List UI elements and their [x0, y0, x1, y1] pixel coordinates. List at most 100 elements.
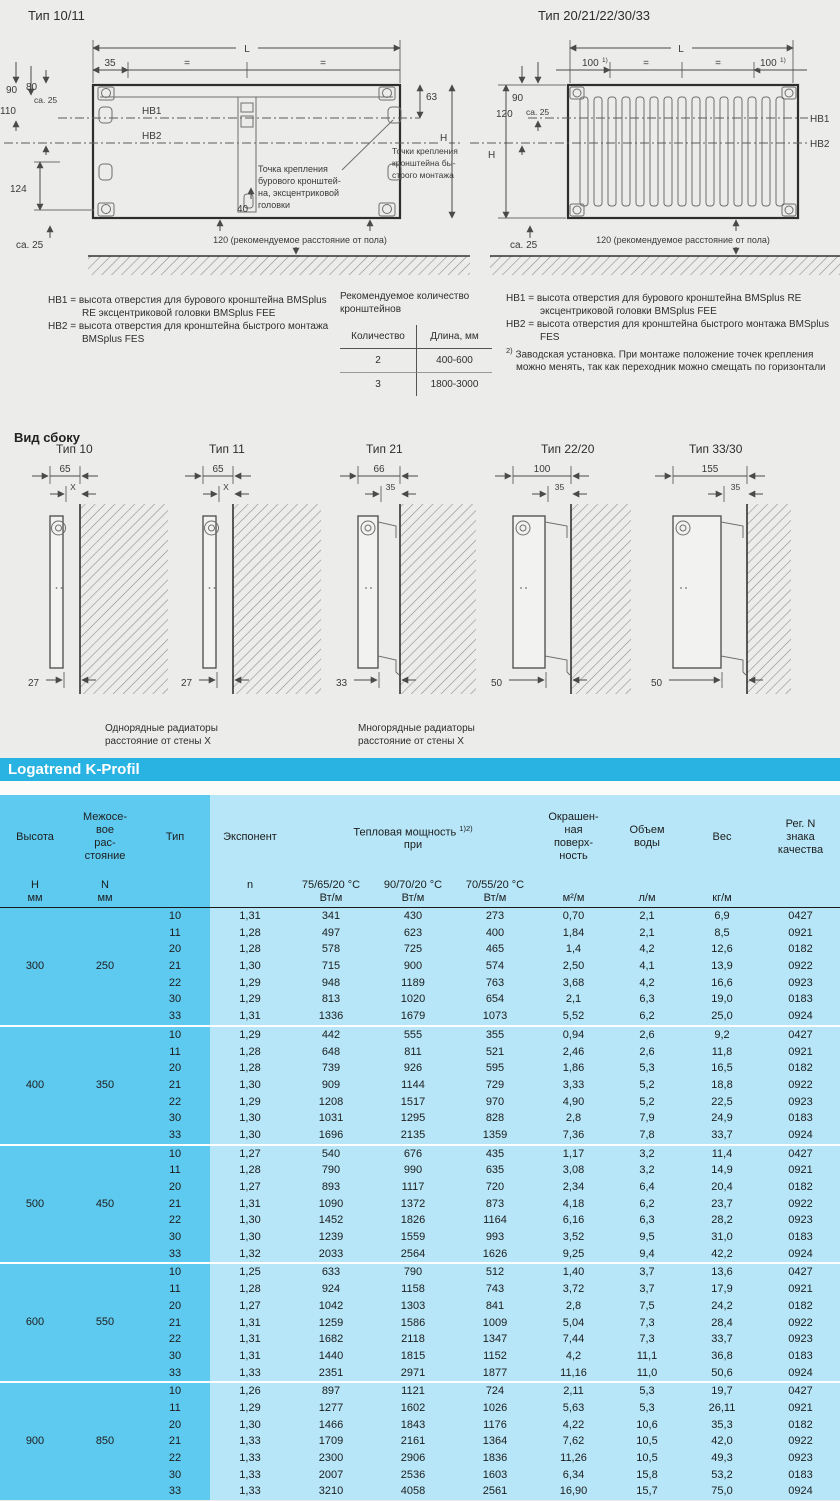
caption-multi-row: Многорядные радиаторы расстояние от стен… [358, 723, 475, 747]
dim-bottom: 50 [651, 678, 663, 689]
dim-inner: 35 [731, 482, 741, 492]
cell-value: 1,30 [239, 1214, 261, 1227]
cell-value: 2564 [400, 1247, 426, 1260]
cell-value: 1836 [482, 1452, 508, 1464]
cell-value: 0183 [788, 993, 813, 1006]
cell-value: 2,6 [639, 1028, 655, 1041]
cell-value: 3,2 [639, 1164, 655, 1177]
cell-height: 400 [25, 1078, 45, 1091]
cell-value: 2561 [482, 1485, 508, 1498]
cell-value: 25,0 [711, 1010, 733, 1023]
dim-inner: X [70, 482, 76, 492]
cell-value: 1586 [400, 1316, 426, 1329]
cell-value: 442 [321, 1028, 341, 1041]
cell-value: 7,5 [639, 1299, 655, 1312]
cell-value: 1,27 [239, 1147, 261, 1160]
table-group-600: 600 550 10 1,25 633 790 512 1,40 3,7 13,6 0427 11 1,… [0, 1262, 840, 1382]
floor-note: 120 (рекомендуемое расстояние от пола) [596, 235, 770, 245]
cell-value: 2135 [400, 1128, 426, 1141]
cell-value: 5,63 [562, 1401, 585, 1414]
cell-value: 13,9 [711, 960, 733, 973]
bracket-col-length: Длина, мм [416, 325, 492, 349]
cell-value: 1,28 [239, 926, 261, 939]
side-view-title: Тип 10 [56, 442, 93, 456]
cell-value: 0922 [788, 1316, 813, 1329]
bracket-cell: 3 [340, 372, 416, 396]
cell-value: 2,1 [565, 993, 582, 1006]
cell-value: 729 [485, 1078, 505, 1091]
side-view-section-title: Вид сбоку [14, 430, 81, 445]
callout-right-line: строго монтажа [392, 170, 454, 180]
cell-value: 970 [485, 1095, 505, 1108]
cell-value: 1277 [318, 1401, 344, 1414]
cell-value: 12,6 [711, 943, 733, 956]
cell-value: 4,2 [565, 1349, 582, 1362]
cell-value: 10,5 [636, 1452, 658, 1464]
cell-value: 1,27 [239, 1299, 261, 1312]
cell-value: 7,9 [639, 1112, 655, 1125]
cell-value: 0923 [788, 1333, 813, 1346]
bracket-cell: 400-600 [416, 349, 492, 372]
cell-value: 22,5 [711, 1095, 733, 1108]
cell-value: 763 [485, 976, 505, 989]
cell-value: 0182 [788, 1418, 813, 1431]
cell-value: 0427 [788, 1266, 813, 1279]
dim-label-100: 100 [582, 58, 599, 69]
cell-value: 6,3 [639, 1214, 655, 1227]
cell-value: 1679 [400, 1010, 426, 1023]
center-rail [237, 96, 257, 213]
cell-value: 1,30 [239, 960, 261, 973]
cell-value: 2351 [318, 1366, 344, 1379]
cell-type: 22 [168, 1452, 182, 1464]
side-view-title: Тип 21 [366, 442, 403, 456]
cell-value: 2971 [400, 1366, 426, 1379]
bracket-col-count: Количество [340, 325, 416, 349]
cell-type: 11 [169, 1045, 181, 1058]
cell-value: 578 [321, 943, 341, 956]
cell-value: 1,30 [239, 1112, 261, 1125]
dim-bottom: 50 [491, 678, 503, 689]
front-view-type-10-11: L 35 = = HB1 HB2 90 80 ca. 25 110 124 63… [0, 40, 470, 275]
side-view-drawing: 65 X 27 [28, 462, 168, 694]
cell-value: 1,84 [562, 926, 585, 939]
floor-note: 120 (рекомендуемое расстояние от пола) [213, 235, 387, 245]
cell-value: 4,90 [562, 1095, 585, 1108]
cell-type: 20 [168, 1299, 182, 1312]
cell-value: 725 [403, 943, 423, 956]
cell-value: 1009 [482, 1316, 508, 1329]
side-view-4: Тип 22/20 100 35 [485, 442, 635, 708]
cell-value: 0182 [788, 1062, 813, 1075]
cell-value: 497 [321, 926, 341, 939]
cell-value: 6,16 [562, 1214, 585, 1227]
cell-value: 35,3 [711, 1418, 733, 1431]
drawing-title-type-10-11: Тип 10/11 [28, 8, 85, 23]
cell-value: 0182 [788, 1181, 813, 1193]
radiator-profile [357, 515, 379, 669]
cell-value: 5,3 [639, 1385, 655, 1398]
dim-inner: 35 [555, 482, 565, 492]
notes-right: HB1 = высота отверстия для бурового крон… [506, 293, 838, 375]
cell-type: 11 [169, 1164, 181, 1177]
cell-value: 1,31 [239, 1316, 261, 1329]
cell-value: 0922 [788, 1197, 813, 1210]
cell-value: 10,5 [636, 1435, 658, 1448]
cell-value: 1,28 [239, 1045, 261, 1058]
side-view-title: Тип 11 [209, 442, 245, 456]
cell-value: 1,28 [239, 1283, 261, 1296]
cell-value: 9,5 [639, 1231, 655, 1244]
cell-value: 1,29 [239, 993, 261, 1006]
cell-value: 0924 [788, 1485, 813, 1498]
cell-value: 1815 [400, 1349, 426, 1362]
cell-type: 21 [168, 1078, 182, 1091]
cell-value: 1090 [318, 1197, 344, 1210]
cell-value: 2007 [318, 1468, 344, 1481]
cell-value: 1709 [318, 1435, 344, 1448]
cell-value: 75,0 [711, 1485, 733, 1498]
cell-value: 2,1 [639, 926, 655, 939]
cell-value: 555 [403, 1028, 423, 1041]
cell-value: 0923 [788, 1214, 813, 1227]
cell-value: 743 [485, 1283, 505, 1296]
col-header-power: Тепловая мощность 1)2) при [353, 823, 473, 852]
side-view-drawing: 155 35 50 [651, 462, 791, 694]
